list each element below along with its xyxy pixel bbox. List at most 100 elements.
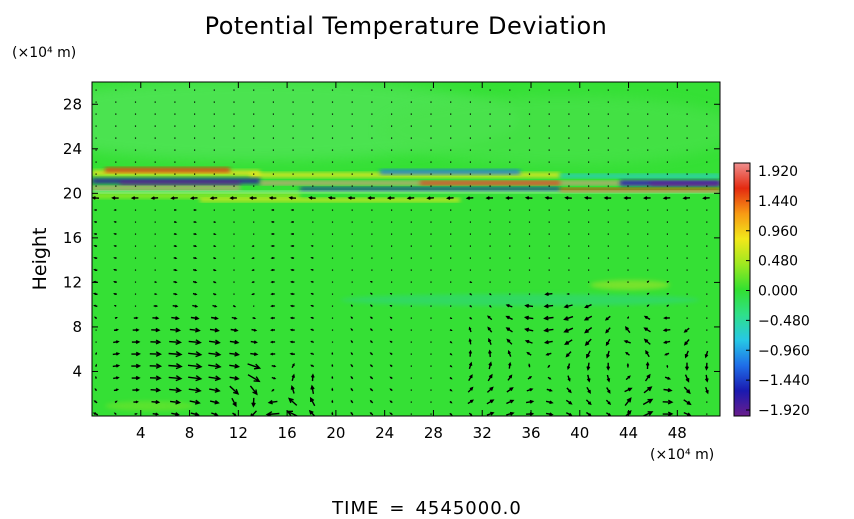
wind-vector (391, 113, 393, 115)
wind-vector (666, 293, 670, 295)
colorbar-tick-label: −1.920 (758, 403, 810, 419)
time-equals: = (389, 498, 406, 519)
wind-vector (706, 185, 708, 187)
wind-vector (586, 386, 591, 395)
wind-vector (174, 173, 176, 175)
wind-vector (509, 185, 511, 187)
wind-vector (174, 125, 176, 127)
wind-vector (229, 375, 240, 381)
wind-vector (410, 161, 412, 163)
wind-vector (213, 209, 215, 211)
wind-vector (154, 281, 158, 283)
wind-vector (269, 352, 276, 356)
wind-vector (607, 257, 609, 259)
wind-vector (588, 137, 590, 139)
wind-vector (391, 281, 393, 283)
wind-vector (410, 245, 412, 247)
wind-vector (686, 125, 688, 127)
tropopause-band (92, 170, 260, 176)
wind-vector (93, 316, 98, 320)
wind-vector (268, 196, 277, 200)
y-tick-label: 20 (63, 184, 82, 202)
wind-vector (174, 185, 176, 187)
wind-vector (270, 280, 275, 284)
wind-vector (253, 101, 255, 103)
wind-vector (131, 375, 141, 381)
wind-vector (583, 196, 592, 200)
wind-vector (173, 233, 178, 236)
wind-vector (331, 293, 334, 295)
wind-vector (666, 173, 668, 175)
wind-vector (545, 400, 554, 404)
wind-vector (133, 316, 139, 320)
wind-vector (250, 340, 258, 344)
wind-vector (410, 305, 412, 307)
wind-vector (706, 281, 708, 283)
wind-vector (410, 185, 412, 187)
wind-vector (134, 161, 137, 163)
wind-vector (351, 149, 353, 151)
wind-vector (469, 101, 471, 103)
wind-vector (229, 339, 240, 345)
wind-vector (115, 125, 117, 127)
x-tick-label: 44 (619, 424, 638, 442)
y-tick-label: 4 (72, 362, 82, 380)
wind-vector (643, 196, 651, 200)
wind-vector (154, 137, 156, 139)
wind-vector (193, 221, 198, 224)
wind-vector (702, 196, 710, 200)
wind-vector (231, 316, 238, 320)
wind-vector (172, 304, 179, 308)
wind-vector (95, 113, 97, 115)
wind-vector (528, 101, 531, 103)
wind-vector (706, 233, 708, 235)
wind-vector (270, 244, 275, 248)
wind-vector (706, 113, 708, 115)
wind-vector (233, 173, 235, 175)
wind-vector (528, 293, 531, 295)
wind-vector (623, 340, 631, 344)
wind-vector (643, 327, 651, 333)
wind-vector (565, 412, 573, 416)
wind-vector (509, 245, 511, 247)
y-axis-unit: (×10⁴ m) (12, 45, 77, 61)
wind-vector (489, 293, 492, 296)
tropopause-band (250, 173, 560, 177)
wind-vector (450, 89, 452, 91)
y-axis-label: Height (29, 227, 51, 291)
wind-vector (449, 365, 453, 368)
wind-vector (624, 397, 632, 407)
wind-vector (607, 161, 609, 163)
wind-vector (134, 281, 137, 283)
wind-vector (548, 185, 550, 187)
wind-vector (686, 305, 688, 307)
wind-vector (666, 209, 668, 211)
wind-vector (627, 269, 629, 271)
wind-vector (213, 185, 215, 187)
wind-vector (253, 209, 255, 211)
wind-vector (193, 268, 198, 272)
wind-vector (446, 196, 454, 200)
wind-vector (588, 209, 590, 211)
wind-vector (233, 293, 235, 295)
wind-vector (410, 377, 412, 379)
wind-vector (488, 361, 493, 370)
wind-vector (369, 352, 374, 356)
tropopause-band (300, 187, 560, 191)
wind-vector (312, 113, 314, 115)
tropopause-band (92, 178, 260, 184)
wind-vector (588, 89, 590, 91)
wind-vector (607, 305, 609, 307)
wind-vector (371, 269, 373, 271)
wind-vector (528, 281, 531, 283)
wind-vector (289, 340, 295, 344)
wind-vector (706, 149, 708, 151)
wind-vector (331, 317, 334, 319)
wind-vector (528, 113, 531, 115)
wind-vector (391, 173, 393, 175)
wind-vector (290, 256, 295, 259)
wind-vector (662, 399, 674, 405)
wind-vector (607, 269, 609, 271)
wind-vector (528, 125, 531, 127)
wind-vector (449, 388, 453, 392)
